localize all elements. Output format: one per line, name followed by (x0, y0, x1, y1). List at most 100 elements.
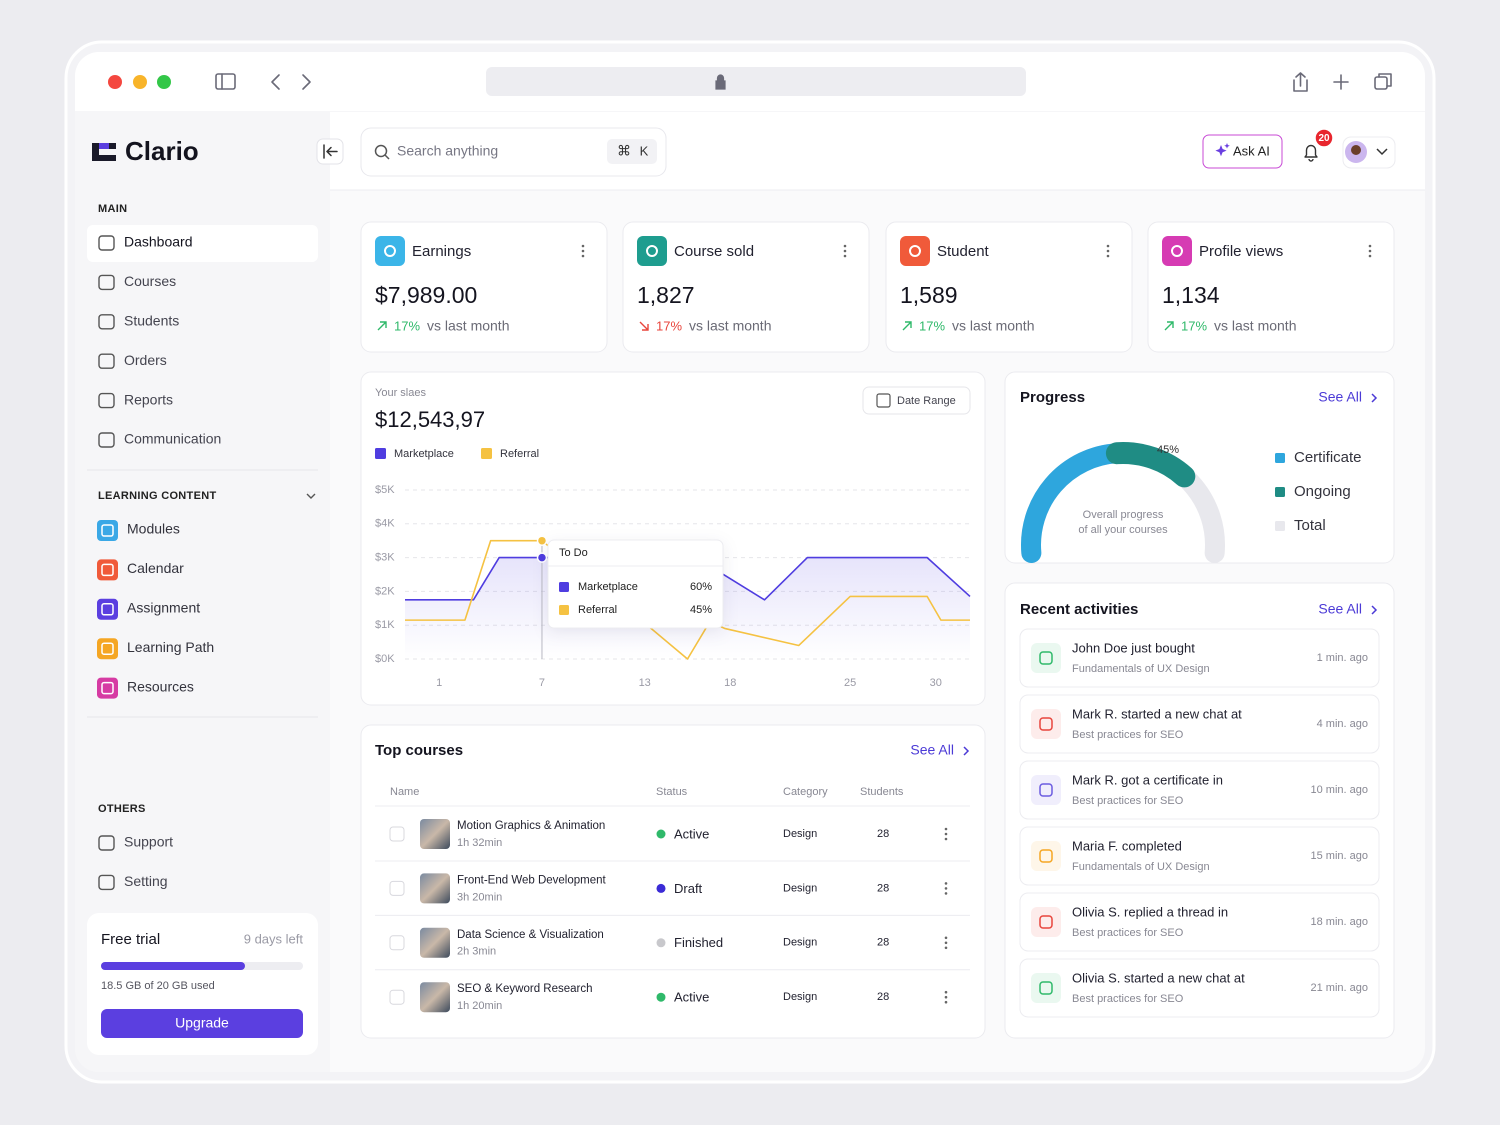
nav-icon (97, 520, 118, 541)
activity-icon (1031, 775, 1061, 805)
bell-icon (1304, 144, 1318, 162)
activity-item[interactable] (1019, 892, 1380, 952)
stat-change: 17% (656, 318, 682, 333)
nav-item[interactable] (87, 512, 318, 549)
activity-item[interactable] (1019, 760, 1380, 820)
row-checkbox[interactable] (389, 989, 405, 1005)
shortcut-box (607, 139, 657, 164)
legend-swatch (1275, 453, 1285, 463)
menu-dot (1368, 254, 1372, 258)
tooltip-name: Marketplace (578, 581, 638, 593)
date-range-button[interactable] (862, 386, 971, 415)
activities-title: Recent activities (1020, 601, 1138, 618)
row-checkbox[interactable] (389, 935, 405, 951)
nav-item[interactable] (87, 670, 318, 707)
see-all-link[interactable]: See All (910, 742, 954, 758)
course-students: 28 (877, 882, 889, 894)
activity-item[interactable] (1019, 958, 1380, 1018)
nav-icon-glyph (101, 642, 114, 655)
nav-item[interactable] (87, 825, 318, 862)
forward-button[interactable] (302, 74, 311, 90)
nav-item[interactable] (87, 264, 318, 301)
legend-swatch (1275, 487, 1285, 497)
tooltip-value: 60% (690, 581, 712, 593)
course-duration: 3h 20min (457, 891, 502, 903)
nav-item[interactable] (87, 225, 318, 262)
course-students: 28 (877, 991, 889, 1003)
nav-item[interactable] (87, 551, 318, 588)
card (360, 724, 986, 1039)
chevron-icon (1371, 393, 1378, 403)
course-thumbnail (420, 927, 450, 958)
nav-icon (98, 392, 115, 409)
nav-item[interactable] (87, 383, 318, 420)
activity-time: 10 min. ago (1311, 784, 1368, 796)
nav-item[interactable] (87, 864, 318, 901)
legend-swatch (481, 448, 492, 459)
legend-label: Marketplace (394, 448, 454, 460)
profile-chevron (1376, 148, 1388, 156)
course-students: 28 (877, 828, 889, 840)
row-checkbox[interactable] (389, 880, 405, 896)
url-bar[interactable] (486, 67, 1026, 96)
activity-item[interactable] (1019, 694, 1380, 754)
nav-icon-glyph (101, 603, 114, 616)
stat-note: vs last month (427, 318, 509, 334)
nav-label: Students (124, 313, 179, 329)
new-tab-button[interactable] (1333, 74, 1349, 90)
sidebar-toggle[interactable] (215, 73, 236, 90)
course-status: Finished (674, 935, 723, 950)
window-zoom[interactable] (157, 75, 171, 89)
x-tick-label: 18 (724, 677, 736, 689)
nav-section-title: LEARNING CONTENT (98, 490, 216, 502)
x-tick-label: 13 (639, 677, 651, 689)
window-minimize[interactable] (133, 75, 147, 89)
section-chevron[interactable] (306, 493, 316, 499)
upgrade-button[interactable] (101, 1009, 303, 1038)
nav-item[interactable] (87, 343, 318, 380)
logo: Clario (92, 136, 199, 166)
trial-title: Free trial (101, 931, 160, 948)
status-dot (656, 829, 666, 839)
activity-icon-glyph (1039, 981, 1053, 995)
chevron-icon (1371, 605, 1378, 615)
menu-dot (944, 941, 948, 945)
stat-icon-glyph (1171, 245, 1183, 257)
activity-icon (1031, 973, 1061, 1003)
sales-label: Your slaes (375, 387, 426, 399)
nav-item[interactable] (87, 591, 318, 628)
course-thumbnail (420, 982, 450, 1013)
see-all-link[interactable]: See All (1318, 601, 1362, 617)
nav-icon (98, 314, 115, 330)
row-checkbox[interactable] (389, 826, 405, 842)
activity-item[interactable] (1019, 826, 1380, 886)
card (360, 221, 608, 353)
see-all-link[interactable]: See All (1318, 389, 1362, 405)
share-button[interactable] (1293, 72, 1308, 92)
tabs-button[interactable] (1374, 76, 1388, 90)
card (1004, 371, 1395, 564)
ask-ai-button[interactable] (1202, 134, 1283, 169)
search-box[interactable] (360, 127, 667, 177)
back-button[interactable] (271, 74, 280, 90)
course-duration: 1h 20min (457, 1000, 502, 1012)
trend-arrow (377, 321, 387, 331)
activity-icon (1031, 643, 1061, 673)
stat-title: Profile views (1199, 243, 1283, 260)
menu-dot (1368, 244, 1372, 248)
nav-label: Learning Path (127, 639, 214, 655)
course-name: Motion Graphics & Animation (457, 820, 605, 832)
menu-dot (944, 832, 948, 836)
menu-dot (944, 892, 948, 895)
stat-icon-glyph (384, 245, 396, 257)
storage-fill (101, 962, 245, 970)
menu-dot (1106, 249, 1110, 253)
course-category: Design (783, 882, 817, 894)
activity-item[interactable] (1019, 628, 1380, 688)
nav-item[interactable] (87, 304, 318, 341)
logo-accent (99, 143, 109, 149)
trend-arrow (1164, 321, 1174, 331)
window-close[interactable] (108, 75, 122, 89)
course-category: Design (783, 937, 817, 949)
